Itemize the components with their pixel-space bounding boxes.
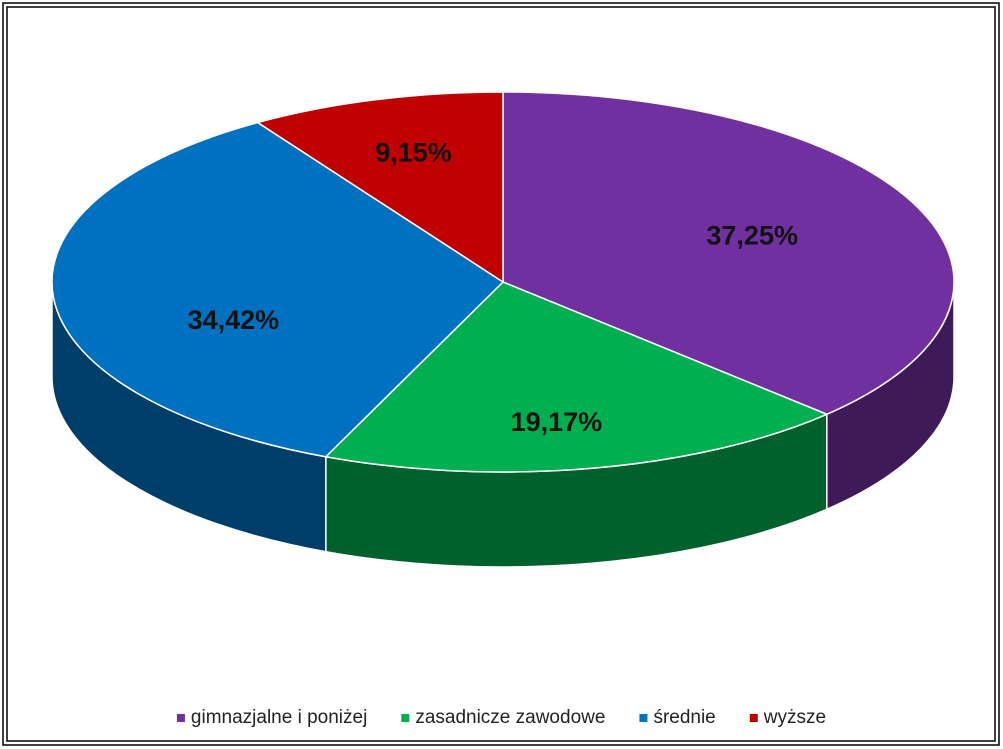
legend-swatch xyxy=(176,714,185,722)
slice xyxy=(324,281,829,473)
legend-label: zasadnicze zawodowe xyxy=(415,707,605,728)
legend-label: gimnazjalne i poniżej xyxy=(191,707,367,728)
legend-label: wyższe xyxy=(763,707,826,728)
legend-label: średnie xyxy=(653,707,715,728)
legend-swatch xyxy=(401,714,410,722)
slice xyxy=(51,121,505,458)
legend-swatch xyxy=(749,714,758,722)
data-label: 19,17% xyxy=(511,407,603,437)
data-label: 34,42% xyxy=(188,305,280,335)
slice xyxy=(502,91,955,416)
data-label: 37,25% xyxy=(706,221,798,251)
frame-inner xyxy=(6,6,996,742)
data-label: 9,15% xyxy=(375,138,452,168)
slice xyxy=(255,91,504,284)
legend-swatch xyxy=(639,714,648,722)
